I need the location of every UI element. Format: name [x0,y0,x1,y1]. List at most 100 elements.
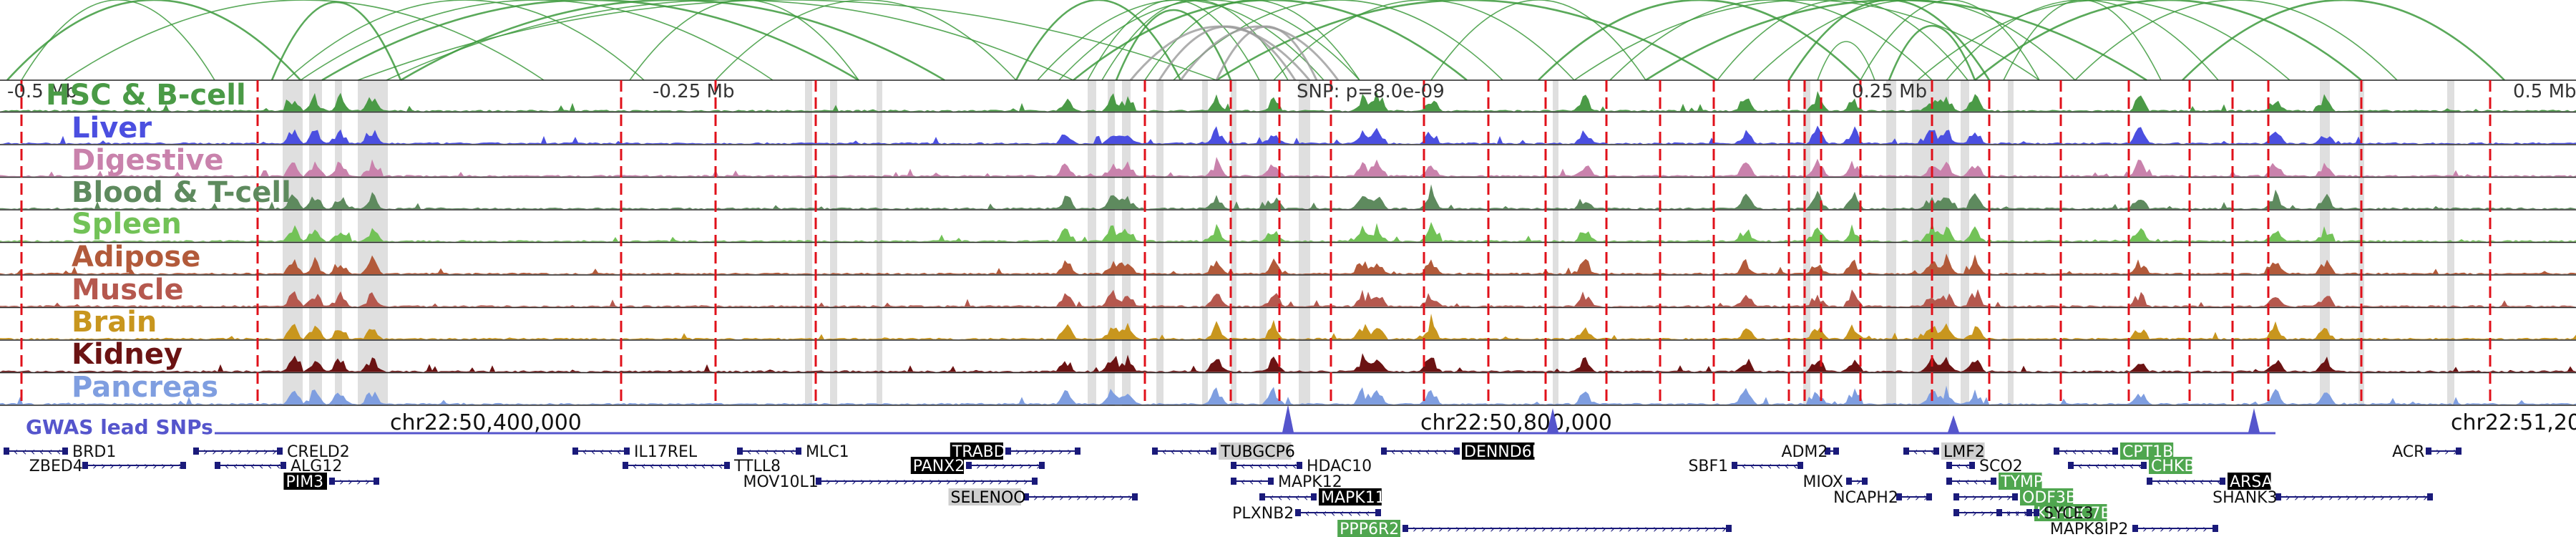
strand-chevron: › [912,475,916,488]
gene-sco2: ‹ ‹ SCO2 [1946,458,2023,475]
strand-chevron: › [2320,490,2324,504]
gene-plxnb2: ‹ ‹ ‹ ‹ ‹ ‹ ‹ ‹ PLXNB2 [1232,505,1381,523]
strand-chevron: › [220,445,225,458]
strand-chevron: › [2285,490,2290,504]
strand-chevron: ‹ [2165,475,2170,488]
gene-exon [180,462,186,469]
strand-chevron: › [2311,490,2316,504]
strand-chevron: › [1856,475,1860,488]
strand-chevron: ‹ [57,445,61,458]
strand-chevron: › [1989,490,1994,504]
gene-label-box [1337,520,1400,537]
gene-label: IL17REL [634,443,698,461]
strand-chevron: › [1490,522,1494,536]
loop-arc [1101,0,1289,81]
strand-chevron: › [894,475,899,488]
strand-chevron: › [229,445,233,458]
strand-chevron: › [2444,445,2449,458]
gwas-label: GWAS lead SNPs [26,415,213,439]
loop-arc [1015,0,1182,81]
gene-label: SHANK3 [2212,489,2277,507]
gene-label-box [1319,488,1382,505]
gene-exon [2147,478,2152,485]
gene-label: DENND6B [1464,443,1543,461]
strand-chevron: › [937,475,942,488]
strand-chevron: › [246,445,250,458]
strand-chevron: › [1023,475,1028,488]
gene-exon [1946,478,1952,485]
strand-chevron: › [348,475,352,488]
strand-chevron: › [1036,459,1040,473]
highlight-region [1259,80,1267,406]
strand-chevron: › [1644,522,1649,536]
strand-chevron: ‹ [1776,459,1780,473]
strand-chevron: › [972,475,976,488]
loop-arc [1430,0,1646,81]
strand-chevron: › [920,475,924,488]
strand-chevron: ‹ [2015,506,2019,520]
strand-chevron: › [2303,490,2307,504]
loop-arc [1787,0,1991,81]
strand-chevron: › [92,459,97,473]
highlight-region [2008,80,2014,406]
gwas-snp-marker [2248,408,2260,432]
gene-label-box [1941,442,1985,460]
strand-chevron: ‹ [1205,445,1209,458]
strand-chevron: › [886,475,890,488]
gene-selenoo: › › › › › › › › › › › › SELENOO [948,488,1138,507]
strand-chevron: › [2380,490,2384,504]
highlight-region [1553,80,1558,406]
gene-lmf2: ‹ ‹ ‹ LMF2 [1903,442,1985,461]
gene-exon [1933,448,1939,455]
gene-pim3: › › › › PIM3 [283,473,379,491]
loop-arc [1817,41,1875,81]
track-signal [0,289,2576,307]
strand-chevron: ‹ [1434,445,1438,458]
strand-chevron: ‹ [718,459,723,473]
gene-exon [1953,493,1959,500]
strand-chevron: › [1067,445,1071,458]
strand-chevron: ‹ [1287,490,1291,504]
gene-exon [1297,462,1302,469]
strand-chevron: › [1059,490,1063,504]
strand-chevron: › [1033,490,1038,504]
strand-chevron: › [1619,522,1623,536]
strand-chevron: › [1421,522,1425,536]
gene-label-box [910,457,964,474]
gene-miox: › MIOX [1802,473,1868,491]
strand-chevron: ‹ [242,459,246,473]
strand-chevron: › [1636,522,1640,536]
strand-chevron: › [1576,522,1580,536]
gene-exon [1075,448,1080,455]
gene-exon [2034,509,2039,516]
strand-chevron: ‹ [225,459,229,473]
gene-exon [2426,448,2431,455]
strand-chevron: › [1473,522,1477,536]
strand-chevron: ‹ [1965,459,1969,473]
gene-label-box [2149,457,2192,474]
strand-chevron: › [1653,522,1657,536]
gwas-snp-marker [1547,408,1558,432]
gene-exon [1825,448,1830,455]
gene-exon [374,478,379,485]
gene-label: SBF1 [1688,458,1728,475]
range-label-right: 0.5 Mb [2513,81,2576,102]
track-label-adipose: Adipose [72,241,200,274]
loop-arc [400,0,945,82]
strand-chevron: › [152,459,157,473]
strand-chevron: › [1464,522,1468,536]
strand-chevron: ‹ [1305,506,1309,520]
strand-chevron: ‹ [2089,445,2094,458]
loop-arc [64,0,545,81]
track-label-digestive: Digestive [72,144,224,177]
strand-chevron: ‹ [1922,445,1926,458]
gene-ncaph2: › › › NCAPH2 [1833,489,1932,507]
gene-exon [1005,448,1011,455]
loop-arc [1609,0,1933,81]
gene-brd1: ‹ ‹ ‹ ‹ ‹ ‹ BRD1 [4,443,116,461]
strand-chevron: › [2328,490,2333,504]
strand-chevron: › [1033,445,1037,458]
strand-chevron: › [101,459,105,473]
strand-chevron: › [2168,522,2172,536]
strand-chevron: ‹ [31,445,35,458]
